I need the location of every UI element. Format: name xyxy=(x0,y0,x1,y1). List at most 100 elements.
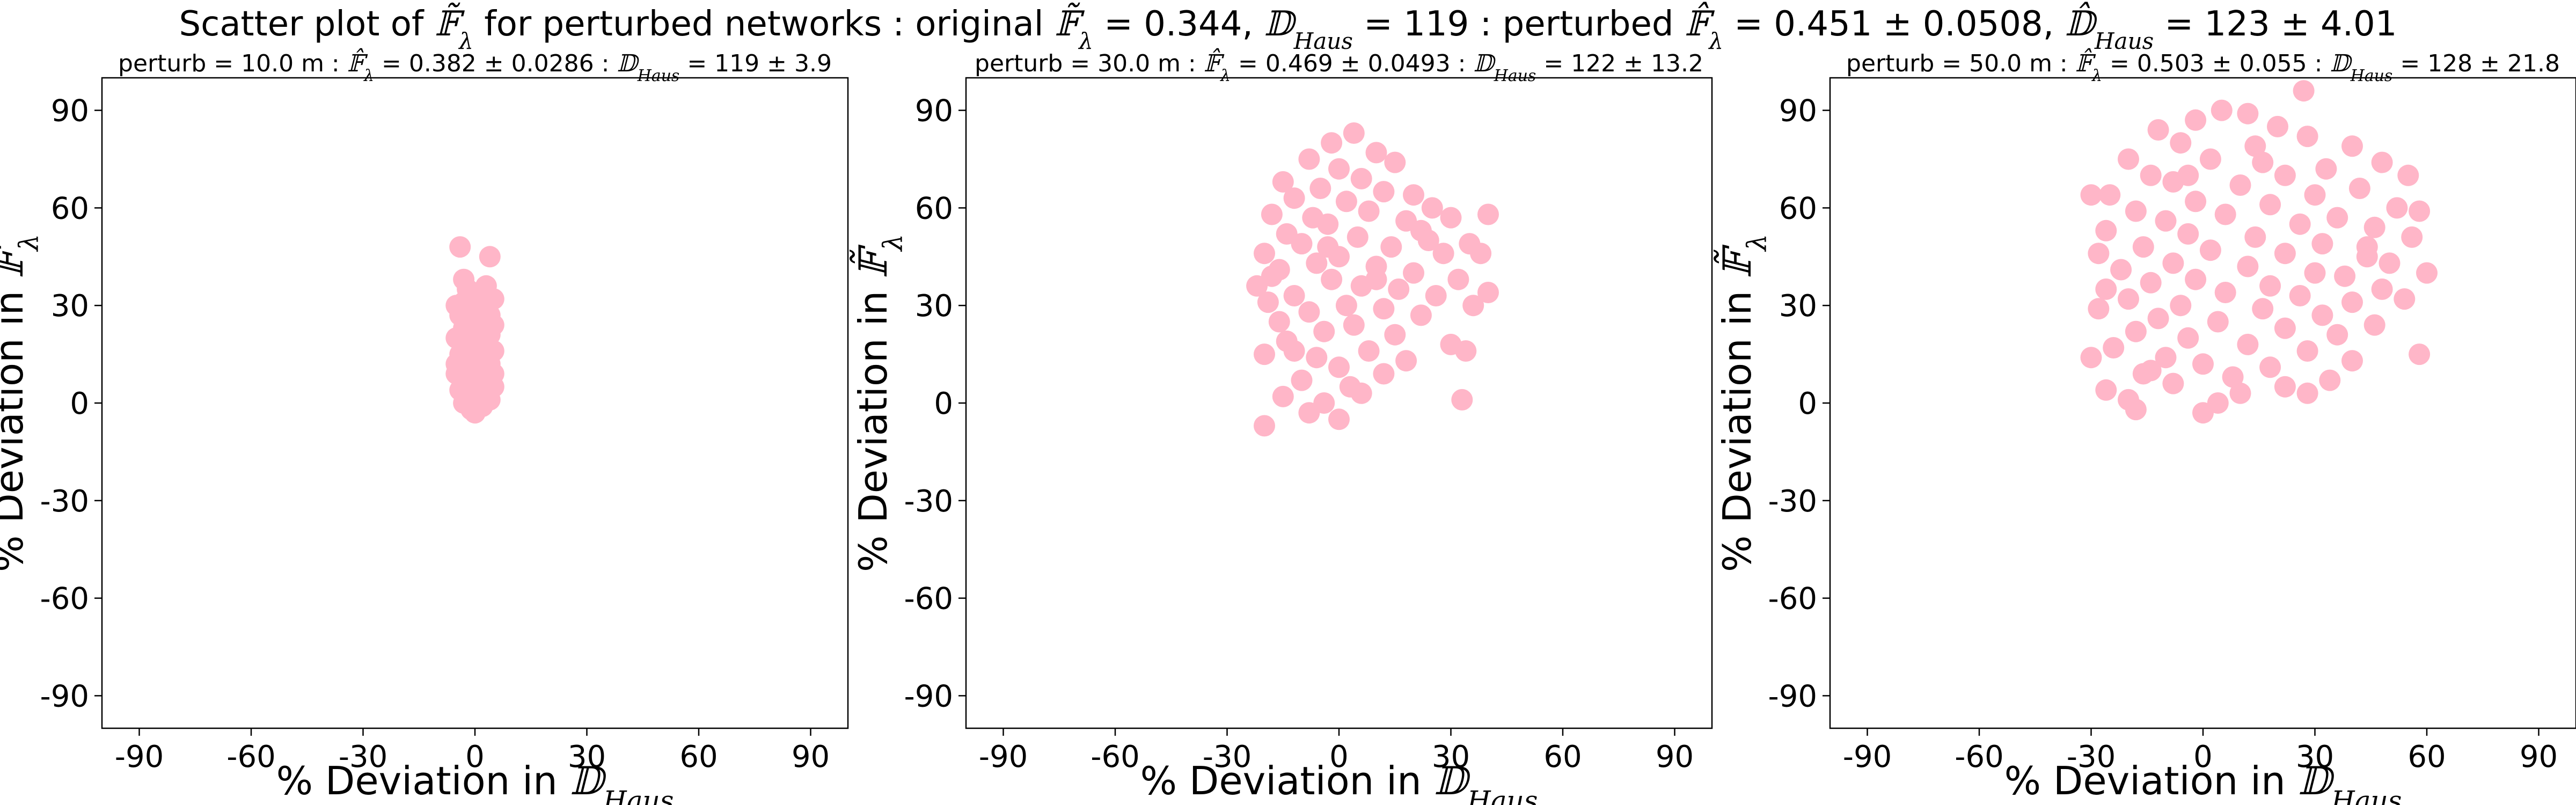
figure-title-metric-sub: λ xyxy=(458,28,473,54)
scatter-point xyxy=(2274,317,2296,339)
figure-title-pert-haus-sub: Haus xyxy=(2094,28,2154,54)
scatter-point xyxy=(2394,288,2416,310)
x-axis-label-symbol: 𝔻 xyxy=(1434,758,1472,803)
y-axis-label-sub: λ xyxy=(1741,234,1773,252)
y-axis-label-text: % Deviation in xyxy=(851,279,896,572)
scatter-point xyxy=(2274,164,2296,186)
scatter-point xyxy=(2155,210,2177,232)
scatter-point xyxy=(1306,347,1328,369)
scatter-point xyxy=(2170,132,2192,154)
y-tick-label: -60 xyxy=(1768,582,1817,617)
x-axis-label-symbol: 𝔻 xyxy=(570,758,608,803)
scatter-point xyxy=(1309,178,1331,199)
scatter-point xyxy=(2341,291,2363,313)
scatter-point xyxy=(1380,236,1402,258)
scatter-point xyxy=(2229,382,2251,404)
y-tick-label: -60 xyxy=(40,582,89,617)
scatter-point xyxy=(2363,216,2385,238)
scatter-point xyxy=(479,304,501,326)
scatter-point xyxy=(1343,122,1365,144)
scatter-point xyxy=(1254,243,1275,265)
x-tick-label: 30 xyxy=(568,740,606,774)
scatter-point xyxy=(2140,272,2162,294)
y-tick-label: 0 xyxy=(934,386,953,421)
x-axis-label-text: % Deviation in xyxy=(2004,758,2298,803)
scatter-point xyxy=(2311,304,2333,326)
scatter-point xyxy=(1261,265,1283,287)
scatter-point xyxy=(2095,278,2117,300)
scatter-point xyxy=(1440,207,1462,229)
scatter-point xyxy=(1477,282,1499,303)
scatter-point xyxy=(2118,288,2139,310)
scatter-point xyxy=(2259,194,2281,216)
scatter-point xyxy=(2252,298,2274,320)
scatter-point xyxy=(1373,298,1395,320)
scatter-point xyxy=(1425,285,1447,306)
scatter-point xyxy=(2237,103,2259,125)
scatter-point xyxy=(2363,314,2385,336)
scatter-point xyxy=(1350,167,1372,189)
scatter-point xyxy=(1283,285,1305,306)
x-tick-label: -90 xyxy=(1843,740,1892,774)
scatter-point xyxy=(2237,333,2259,355)
scatter-point xyxy=(2315,158,2337,180)
y-tick-label: -90 xyxy=(1768,679,1817,714)
scatter-point xyxy=(1384,151,1406,173)
subplot-title-metric-value: = 0.503 ± 0.055 : xyxy=(2102,50,2330,77)
subplot-title-haus-value: = 119 ± 3.9 xyxy=(679,50,832,77)
scatter-point xyxy=(1328,356,1350,378)
scatter-point xyxy=(2252,151,2274,173)
subplot-3: perturb = 50.0 m : 𝔽̂λ = 0.503 ± 0.055 :… xyxy=(1714,48,2576,805)
figure-title-orig-metric-eq: = 0.344, xyxy=(1093,4,1264,44)
figure-title-orig-haus-eq: = 119 : perturbed xyxy=(1353,4,1685,44)
x-tick-label: 0 xyxy=(465,740,485,774)
scatter-point xyxy=(2401,226,2423,248)
scatter-point xyxy=(2371,278,2393,300)
scatter-point xyxy=(2416,262,2438,284)
scatter-point xyxy=(2356,236,2378,258)
scatter-point xyxy=(2326,207,2348,229)
y-tick-label: -30 xyxy=(1768,484,1817,519)
scatter-point xyxy=(2177,223,2199,245)
scatter-point xyxy=(2267,115,2288,137)
y-tick-label: -60 xyxy=(904,582,953,617)
y-axis-label: % Deviation in 𝔽̃λ xyxy=(1714,234,1773,572)
scatter-point xyxy=(1470,243,1492,265)
scatter-point xyxy=(1257,291,1279,313)
scatter-point xyxy=(1373,363,1395,385)
y-axis-label-text: % Deviation in xyxy=(0,279,32,572)
scatter-point xyxy=(2334,265,2356,287)
scatter-point xyxy=(453,291,475,313)
scatter-point xyxy=(2155,347,2177,369)
scatter-point xyxy=(464,402,486,424)
scatter-point xyxy=(2170,295,2192,317)
subplot-title: perturb = 10.0 m : 𝔽̂λ = 0.382 ± 0.0286 … xyxy=(118,48,832,85)
scatter-point xyxy=(2185,109,2207,131)
scatter-point xyxy=(1358,200,1380,222)
scatter-point xyxy=(2259,275,2281,297)
scatter-point xyxy=(2304,184,2326,206)
scatter-point xyxy=(1343,314,1365,336)
scatter-point xyxy=(2222,366,2244,388)
scatter-point xyxy=(2199,148,2221,170)
x-axis-label-sub: Haus xyxy=(2331,785,2402,805)
scatter-point xyxy=(2088,298,2110,320)
scatter-point xyxy=(1328,408,1350,430)
scatter-point xyxy=(1365,142,1387,164)
scatter-point xyxy=(2409,200,2431,222)
x-tick-label: 60 xyxy=(2407,740,2446,774)
scatter-point xyxy=(479,246,501,268)
subplot-title-prefix: perturb = 30.0 m : xyxy=(975,50,1204,77)
scatter-point xyxy=(1403,262,1424,284)
subplot-2: perturb = 30.0 m : 𝔽̂λ = 0.469 ± 0.0493 … xyxy=(850,48,1713,805)
scatter-point xyxy=(1313,320,1335,342)
x-axis-label-sub: Haus xyxy=(1467,785,1538,805)
y-tick-label: 30 xyxy=(51,289,89,324)
scatter-point xyxy=(1254,343,1275,365)
y-tick-label: 30 xyxy=(1779,289,1817,324)
scatter-point xyxy=(1373,181,1395,203)
scatter-point xyxy=(1298,301,1320,323)
scatter-point xyxy=(2379,252,2401,274)
scatter-point xyxy=(1317,236,1339,258)
scatter-point xyxy=(1335,191,1357,213)
